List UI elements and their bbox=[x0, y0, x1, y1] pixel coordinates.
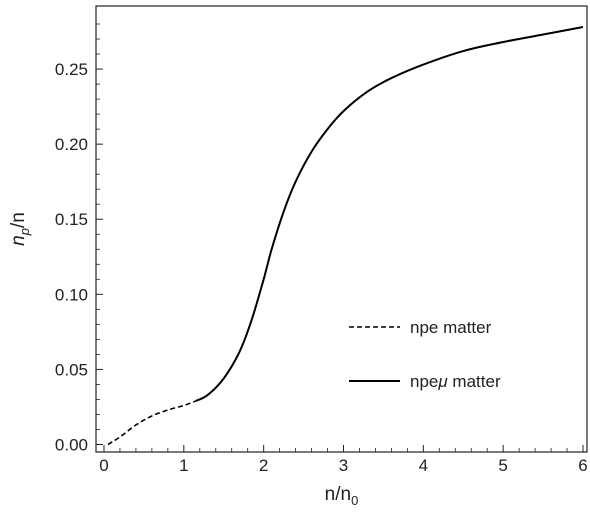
y-tick-label: 0.05 bbox=[55, 360, 88, 379]
legend-label-npe: npe matter bbox=[410, 318, 492, 337]
y-axis-title: np/n bbox=[8, 212, 32, 246]
x-tick-label: 0 bbox=[99, 456, 108, 475]
x-tick-label: 3 bbox=[339, 456, 348, 475]
plot-frame bbox=[95, 5, 588, 453]
y-axis-title-tail: /n bbox=[8, 212, 29, 228]
legend-label-npemu: npeμ matter bbox=[410, 372, 501, 391]
x-tick-label: 5 bbox=[498, 456, 507, 475]
legend-label-npemu-prefix: npe bbox=[410, 372, 438, 391]
x-axis-title-main: n/n bbox=[325, 484, 351, 505]
y-axis-title-subscript: p bbox=[17, 228, 32, 236]
legend-label-npemu-suffix: matter bbox=[448, 372, 501, 391]
y-tick-label: 0.15 bbox=[55, 210, 88, 229]
y-tick-label: 0.25 bbox=[55, 60, 88, 79]
x-tick-label: 1 bbox=[179, 456, 188, 475]
y-tick-label: 0.00 bbox=[55, 435, 88, 454]
x-axis-ticks: 0 1 2 3 4 5 6 bbox=[99, 445, 588, 475]
legend-label-npemu-mu: μ bbox=[437, 372, 448, 391]
plot-area: 0 1 2 3 4 5 6 0.00 0.05 0.10 0.15 0.20 0.25 bbox=[55, 5, 588, 475]
x-axis-title-subscript: 0 bbox=[351, 493, 358, 508]
legend: npe matter npeμ matter bbox=[349, 318, 501, 391]
y-axis-ticks: 0.00 0.05 0.10 0.15 0.20 0.25 bbox=[55, 23, 103, 454]
y-tick-label: 0.20 bbox=[55, 135, 88, 154]
series-layer bbox=[107, 26, 584, 446]
y-axis-title-main: n bbox=[8, 235, 29, 246]
x-tick-label: 4 bbox=[419, 456, 428, 475]
series-line-npemu bbox=[195, 26, 584, 402]
x-axis-title: n/n0 bbox=[325, 484, 359, 508]
y-tick-label: 0.10 bbox=[55, 285, 88, 304]
x-tick-label: 2 bbox=[259, 456, 268, 475]
series-line-npe bbox=[107, 400, 197, 446]
x-tick-label: 6 bbox=[578, 456, 587, 475]
